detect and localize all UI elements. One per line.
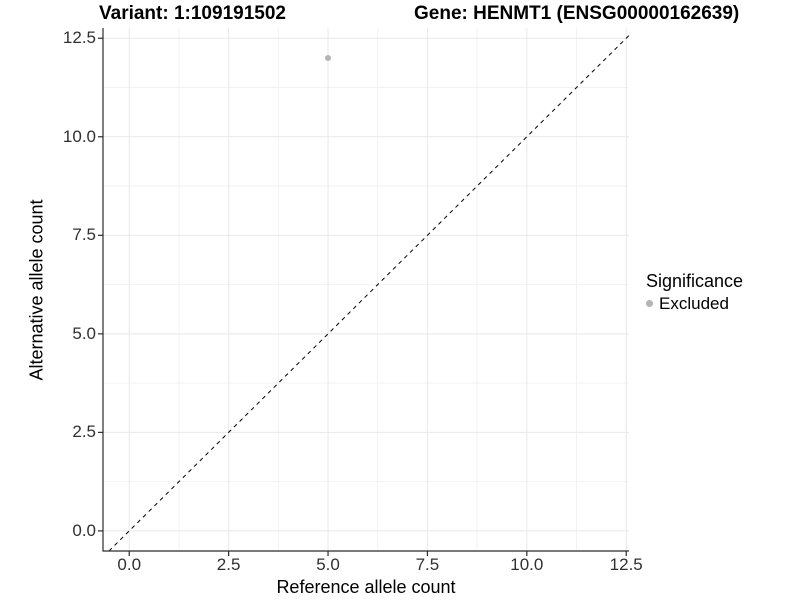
x-tick-label: 7.5	[415, 555, 440, 574]
x-axis-title: Reference allele count	[276, 577, 456, 597]
x-tick-label: 12.5	[609, 555, 643, 574]
x-tick-label: 0.0	[117, 555, 142, 574]
x-tick-label: 10.0	[510, 555, 544, 574]
x-tick-label: 2.5	[216, 555, 241, 574]
legend-title: Significance	[646, 271, 744, 291]
y-tick-label: 2.5	[72, 422, 96, 442]
plot-title-variant: Variant: 1:109191502	[99, 3, 286, 24]
y-tick-label: 10.0	[62, 126, 96, 146]
y-tick-label: 7.5	[72, 225, 96, 245]
y-tick-label: 0.0	[72, 520, 96, 540]
y-axis-title: Alternative allele count	[26, 199, 47, 381]
identity-reference-line	[108, 35, 630, 552]
legend-key-dot-icon	[646, 300, 653, 307]
legend-items: Excluded	[646, 294, 743, 313]
legend: Significance Excluded	[646, 271, 743, 313]
y-tick-label: 5.0	[72, 323, 96, 343]
x-tick-label: 5.0	[316, 555, 340, 574]
plot-title-gene: Gene: HENMT1 (ENSG00000162639)	[414, 3, 740, 24]
data-point	[325, 54, 332, 61]
legend-item: Excluded	[646, 294, 743, 313]
legend-item-label: Excluded	[659, 294, 729, 313]
y-tick-label: 12.5	[62, 28, 96, 48]
